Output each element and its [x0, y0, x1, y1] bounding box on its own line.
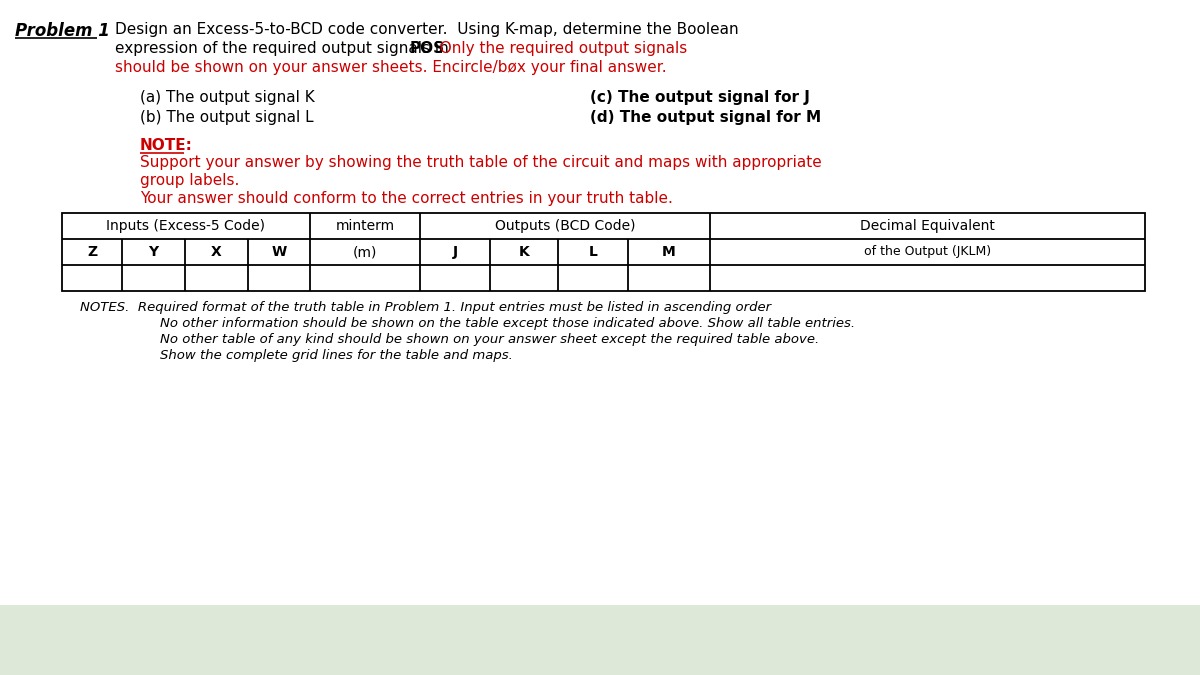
Text: W: W — [271, 245, 287, 259]
Text: should be shown on your answer sheets. Encircle/bøx your final answer.: should be shown on your answer sheets. E… — [115, 60, 667, 75]
Text: No other table of any kind should be shown on your answer sheet except the requi: No other table of any kind should be sho… — [160, 333, 820, 346]
Text: No other information should be shown on the table except those indicated above. : No other information should be shown on … — [160, 317, 856, 330]
Text: minterm: minterm — [336, 219, 395, 233]
Text: group labels.: group labels. — [140, 173, 239, 188]
Bar — [62, 213, 1145, 291]
Text: POS: POS — [409, 41, 445, 56]
Text: (a) The output signal K: (a) The output signal K — [140, 90, 314, 105]
Text: X: X — [211, 245, 222, 259]
Text: K: K — [518, 245, 529, 259]
Text: expression of the required output signals in: expression of the required output signal… — [115, 41, 454, 56]
Text: (d) The output signal for M: (d) The output signal for M — [590, 110, 821, 125]
Text: J: J — [452, 245, 457, 259]
Text: Problem 1: Problem 1 — [14, 22, 110, 40]
Text: Your answer should conform to the correct entries in your truth table.: Your answer should conform to the correc… — [140, 191, 673, 206]
Text: of the Output (JKLM): of the Output (JKLM) — [864, 246, 991, 259]
Text: Support your answer by showing the truth table of the circuit and maps with appr: Support your answer by showing the truth… — [140, 155, 822, 170]
Text: Only the required output signals: Only the required output signals — [431, 41, 688, 56]
Bar — [0, 605, 1200, 675]
Text: (m): (m) — [353, 245, 377, 259]
Text: L: L — [588, 245, 598, 259]
Text: NOTES.  Required format of the truth table in Problem 1. Input entries must be l: NOTES. Required format of the truth tabl… — [80, 301, 772, 314]
Text: Outputs (BCD Code): Outputs (BCD Code) — [494, 219, 635, 233]
Text: (c) The output signal for J: (c) The output signal for J — [590, 90, 810, 105]
Text: Inputs (Excess-5 Code): Inputs (Excess-5 Code) — [107, 219, 265, 233]
Text: Y: Y — [149, 245, 158, 259]
Text: M: M — [662, 245, 676, 259]
Text: (b) The output signal L: (b) The output signal L — [140, 110, 313, 125]
Text: Decimal Equivalent: Decimal Equivalent — [860, 219, 995, 233]
Text: Show the complete grid lines for the table and maps.: Show the complete grid lines for the tab… — [160, 349, 512, 362]
Text: NOTE:: NOTE: — [140, 138, 193, 153]
Text: Z: Z — [86, 245, 97, 259]
Text: Design an Excess-5-to-BCD code converter.  Using K-map, determine the Boolean: Design an Excess-5-to-BCD code converter… — [115, 22, 739, 37]
